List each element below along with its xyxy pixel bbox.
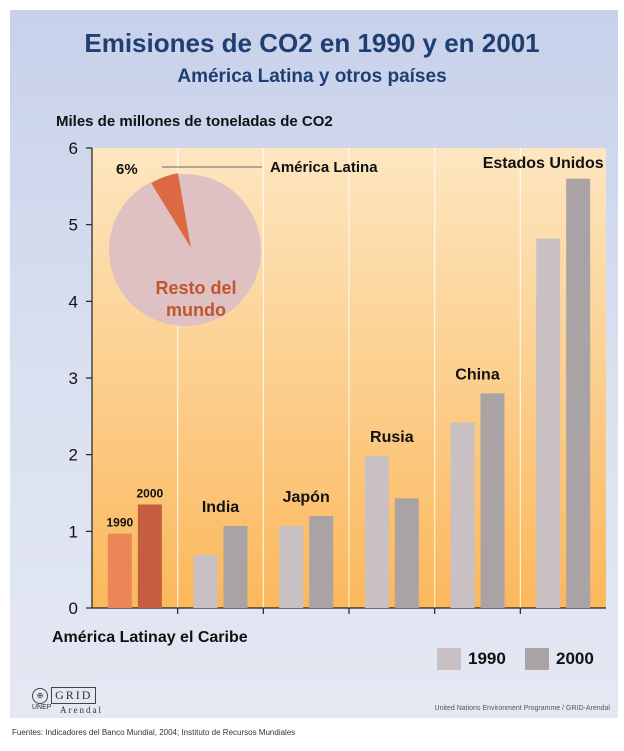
legend-label-1990: 1990 bbox=[468, 649, 506, 668]
logo-unep-text: UNEP bbox=[32, 704, 52, 711]
pie-slice-resto-del-mundo bbox=[109, 174, 261, 326]
bar-2000-3 bbox=[394, 498, 419, 608]
category-label-4: China bbox=[455, 366, 500, 383]
bar-2000-4 bbox=[480, 393, 505, 608]
unep-grid-logo: ⊕ GRID UNEP Arendal bbox=[32, 687, 101, 715]
bar-2000-1 bbox=[223, 525, 248, 608]
sources-note: Fuentes: Indicadores del Banco Mundial, … bbox=[12, 728, 296, 737]
bar-1990-4 bbox=[450, 422, 475, 608]
bar-2000-0 bbox=[137, 504, 162, 608]
y-tick-label: 6 bbox=[69, 139, 78, 158]
category-label-1: India bbox=[202, 499, 239, 516]
credit-line: United Nations Environment Programme / G… bbox=[434, 705, 610, 712]
bar-1990-5 bbox=[536, 238, 561, 608]
chart-title: Emisiones de CO2 en 1990 y en 2001 bbox=[84, 28, 540, 58]
category-label-2: Japón bbox=[283, 489, 330, 506]
y-tick-label: 0 bbox=[69, 599, 78, 618]
legend-swatch-1990 bbox=[437, 648, 461, 670]
latam-bar-label-2000: 2000 bbox=[136, 487, 163, 501]
pie-slice-america-latina bbox=[151, 173, 191, 248]
y-tick-label: 1 bbox=[69, 522, 78, 541]
latam-bar-label-1990: 1990 bbox=[106, 516, 133, 530]
pie-rest-label-line1: Resto del bbox=[155, 278, 236, 298]
category-label-3: Rusia bbox=[370, 429, 414, 446]
pie-rest-label-line2: mundo bbox=[166, 300, 226, 320]
category-label-5: Estados Unidos bbox=[483, 155, 604, 172]
logo-arendal-text: Arendal bbox=[60, 705, 103, 715]
x-axis-category-latam: América Latinay el Caribe bbox=[52, 629, 248, 646]
bar-1990-2 bbox=[279, 525, 304, 608]
bar-1990-3 bbox=[364, 456, 389, 608]
bar-2000-5 bbox=[566, 178, 591, 608]
y-tick-label: 4 bbox=[69, 292, 78, 311]
chart-subtitle: América Latina y otros países bbox=[177, 66, 447, 87]
pie-percent-label: 6% bbox=[116, 161, 138, 178]
y-tick-label: 5 bbox=[69, 216, 78, 235]
y-axis-label: Miles de millones de toneladas de CO2 bbox=[56, 113, 333, 130]
y-tick-label: 2 bbox=[69, 446, 78, 465]
un-emblem-icon: ⊕ bbox=[32, 687, 48, 704]
logo-grid-text: GRID bbox=[51, 687, 97, 704]
legend-swatch-2000 bbox=[525, 648, 549, 670]
legend-label-2000: 2000 bbox=[556, 649, 594, 668]
bars bbox=[107, 178, 591, 608]
bar-1990-1 bbox=[193, 555, 218, 608]
bar-1990-0 bbox=[107, 533, 132, 608]
pie-latam-label: América Latina bbox=[270, 159, 378, 176]
y-tick-label: 3 bbox=[69, 369, 78, 388]
bar-2000-2 bbox=[309, 516, 334, 608]
category-labels: 1990 2000 India Japón Rusia China Estados Unid… bbox=[106, 155, 603, 530]
y-axis: 0 1 2 3 4 5 6 bbox=[69, 139, 606, 618]
